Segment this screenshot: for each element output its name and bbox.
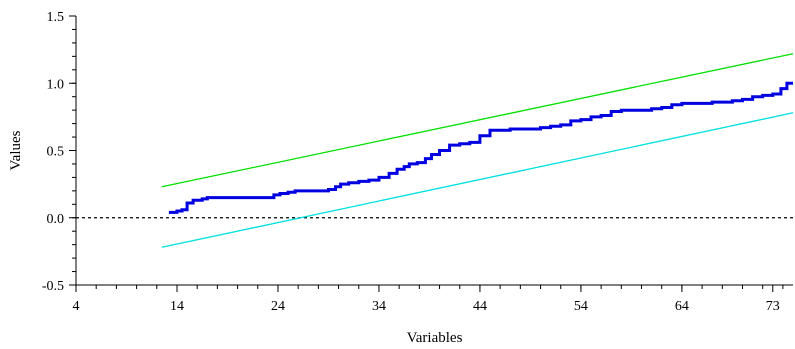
x-tick-label: 64 [675, 299, 689, 314]
series-line-blue [168, 81, 793, 214]
x-axis-label: Variables [407, 330, 463, 346]
series-layer [161, 53, 794, 248]
x-tick-label: 54 [574, 299, 588, 314]
x-tick-label: 4 [73, 299, 80, 314]
series-line-cyan [161, 112, 794, 248]
y-tick-label: -0.5 [42, 279, 64, 294]
y-tick-label: 1.0 [47, 77, 65, 92]
series-line-green [161, 53, 794, 188]
x-tick-label: 34 [372, 299, 386, 314]
y-tick-label: 0.0 [47, 212, 65, 227]
y-axis-label: Values [8, 130, 24, 170]
x-tick-label: 44 [473, 299, 487, 314]
axes: 4 14 24 34 44 54 64 73 -0.5 0.0 0.5 1.0 1.5 [42, 10, 793, 314]
x-tick-label: 73 [766, 299, 780, 314]
y-tick-label: 1.5 [47, 10, 65, 25]
x-tick-label: 24 [271, 299, 285, 314]
y-tick-label: 0.5 [47, 145, 65, 160]
x-tick-label: 14 [170, 299, 184, 314]
